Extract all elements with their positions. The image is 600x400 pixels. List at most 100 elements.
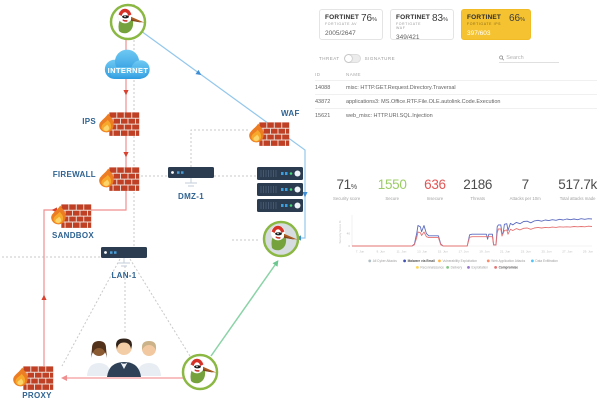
stats-row: 71% Security score 1550 Secure 636 Insecur… <box>333 177 597 202</box>
signature-ratio: 349/421 <box>396 34 420 41</box>
legend-item[interactable]: Data Exfiltration <box>531 259 558 263</box>
column-header-name: NAME <box>346 72 362 77</box>
attack-path-blue <box>140 30 308 241</box>
x-tick: 17. Jun <box>459 250 469 254</box>
legend-item[interactable]: Vulnerability Exploitation <box>438 259 477 263</box>
x-tick: 27. Jun <box>562 250 572 254</box>
dmz-switch-icon[interactable] <box>168 167 214 187</box>
server-icon[interactable] <box>257 199 303 212</box>
label-firewall: FIREWALL <box>52 170 96 179</box>
attacker-bird-icon-dmz[interactable] <box>262 220 300 258</box>
label-ips: IPS <box>82 117 96 126</box>
label-dmz: DMZ-1 <box>178 192 204 201</box>
series-line <box>352 218 593 247</box>
stat-secure: 1550 Secure <box>377 177 407 202</box>
users-group-icon[interactable] <box>87 338 161 378</box>
svg-text:Web Application Attacks: Web Application Attacks <box>491 259 525 263</box>
x-tick: 25. Jun <box>541 250 551 254</box>
threat-table: ID NAME 14088 misc: HTTP.GET.Request.Dir… <box>315 70 597 122</box>
y-axis-label: Security Score % <box>338 220 342 243</box>
label-sandbox: SANDBOX <box>51 231 95 240</box>
column-header-id: ID <box>315 72 321 77</box>
x-tick: 19. Jun <box>479 250 489 254</box>
fortinet-logo: FORTINET <box>325 14 360 21</box>
series-line <box>352 225 593 247</box>
svg-text:Malware via Email: Malware via Email <box>408 259 435 263</box>
search-icon <box>499 55 505 61</box>
legend-item[interactable]: Malware via Email <box>403 259 435 263</box>
x-tick: 9. Jun <box>377 250 386 254</box>
dotted-links <box>2 4 259 367</box>
attack-path-pink <box>61 375 184 381</box>
fortigate-card-fortigate-av[interactable]: FORTINET FORTIGATE AV 76% 2005/2647 <box>319 9 383 40</box>
lan-switch-icon[interactable] <box>101 247 147 267</box>
svg-text:Delivery: Delivery <box>451 266 463 270</box>
legend-item[interactable]: All Cyber Attacks <box>368 259 397 263</box>
toggle-knob[interactable] <box>344 55 352 62</box>
threat-name: misc: HTTP.GET.Request.Directory.Travers… <box>346 84 456 91</box>
attack-path-green <box>210 260 279 357</box>
svg-text:All Cyber Attacks: All Cyber Attacks <box>373 259 397 263</box>
ips-firewall-icon[interactable] <box>98 111 140 137</box>
legend-item[interactable]: Delivery <box>446 266 463 270</box>
coverage-percent: 83% <box>431 13 448 24</box>
server-icon[interactable] <box>257 183 303 196</box>
threat-signature-toggle[interactable] <box>343 54 361 63</box>
attacker-bird-icon-lan[interactable] <box>181 353 219 391</box>
table-row[interactable]: 14088 misc: HTTP.GET.Request.Directory.T… <box>315 80 597 94</box>
x-tick: 23. Jun <box>521 250 531 254</box>
x-tick: 21. Jun <box>500 250 510 254</box>
proxy-firewall-icon[interactable] <box>12 365 54 391</box>
threat-id: 14088 <box>315 84 331 91</box>
threat-table-body: 14088 misc: HTTP.GET.Request.Directory.T… <box>315 80 597 122</box>
search-box[interactable] <box>499 54 559 63</box>
table-header: ID NAME <box>315 70 597 80</box>
legend-item[interactable]: Exploitation <box>467 266 488 270</box>
firewall-icon[interactable] <box>98 166 140 192</box>
fortinet-logo: FORTINET <box>467 14 502 21</box>
table-row[interactable]: 15621 web_misc: HTTP.URI.SQL.Injection <box>315 108 597 122</box>
x-tick: 29. Jun <box>583 250 593 254</box>
x-tick: 15. Jun <box>438 250 448 254</box>
legend-item[interactable]: Reconnaissance <box>416 266 444 270</box>
svg-text:Data Exfiltration: Data Exfiltration <box>535 259 558 263</box>
fortigate-subtitle: FORTIGATE WAF <box>396 22 422 30</box>
legend-item[interactable]: Compromise <box>494 266 518 270</box>
stat-total-attacks-made: 517.7k Total attacks made <box>558 177 597 202</box>
attacks-chart: Security Score % 40 0 7. Jun 9. Jun 11. Jun 13… <box>338 215 593 270</box>
sandbox-firewall-icon[interactable] <box>50 203 92 229</box>
fortigate-card-fortigate-waf[interactable]: FORTINET FORTIGATE WAF 83% 349/421 <box>390 9 454 41</box>
coverage-percent: 76% <box>360 13 377 24</box>
svg-text:Exploitation: Exploitation <box>472 266 489 270</box>
stat-threats: 2186 Threats <box>463 177 493 202</box>
threat-id: 43872 <box>315 98 331 105</box>
fortigate-subtitle: FORTIGATE IPS <box>467 22 502 26</box>
attacker-bird-icon-external[interactable] <box>109 3 147 41</box>
legend-item[interactable]: Web Application Attacks <box>486 259 526 263</box>
label-internet: INTERNET <box>107 66 149 75</box>
network-diagram <box>2 3 308 391</box>
label-waf: WAF <box>281 109 300 118</box>
x-tick: 13. Jun <box>417 250 427 254</box>
threat-name: web_misc: HTTP.URI.SQL.Injection <box>346 112 433 119</box>
fortigate-card-fortigate-ips[interactable]: FORTINET FORTIGATE IPS 66% 397/603 <box>461 9 531 40</box>
table-row[interactable]: 43872 applications3: MS.Office.RTF.File.… <box>315 94 597 108</box>
threat-name: applications3: MS.Office.RTF.File.OLE.au… <box>346 98 501 105</box>
x-tick: 7. Jun <box>356 250 365 254</box>
fortigate-cards: FORTINET FORTIGATE AV 76% 2005/2647 FORT… <box>319 9 531 41</box>
signature-ratio: 2005/2647 <box>325 30 356 37</box>
label-lan: LAN-1 <box>111 271 137 280</box>
search-input[interactable] <box>506 54 559 61</box>
threat-id: 15621 <box>315 112 331 119</box>
y-tick: 0 <box>348 244 350 248</box>
signature-ratio: 397/603 <box>467 30 491 37</box>
server-icon[interactable] <box>257 167 303 180</box>
signature-toggle-label: SIGNATURE <box>364 56 396 61</box>
svg-text:Reconnaissance: Reconnaissance <box>420 266 444 270</box>
threat-toggle-label: THREAT <box>319 56 340 61</box>
filter-row: THREAT SIGNATURE <box>319 53 597 64</box>
svg-text:Vulnerability Exploitation: Vulnerability Exploitation <box>442 259 477 263</box>
svg-text:Compromise: Compromise <box>499 266 519 270</box>
waf-firewall-icon[interactable] <box>248 121 290 147</box>
